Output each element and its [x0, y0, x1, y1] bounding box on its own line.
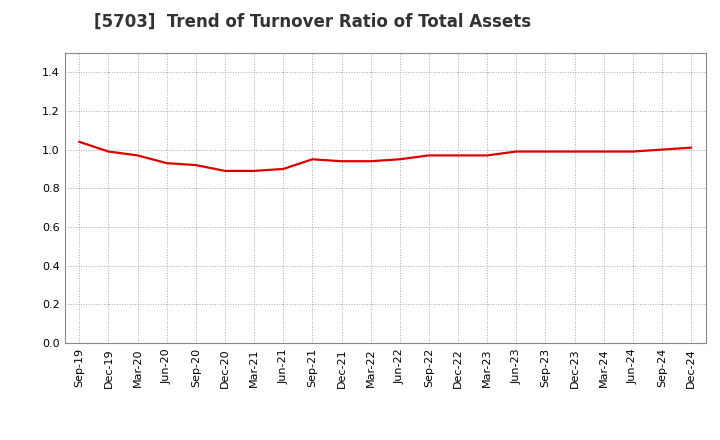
Text: [5703]  Trend of Turnover Ratio of Total Assets: [5703] Trend of Turnover Ratio of Total … — [94, 13, 531, 31]
